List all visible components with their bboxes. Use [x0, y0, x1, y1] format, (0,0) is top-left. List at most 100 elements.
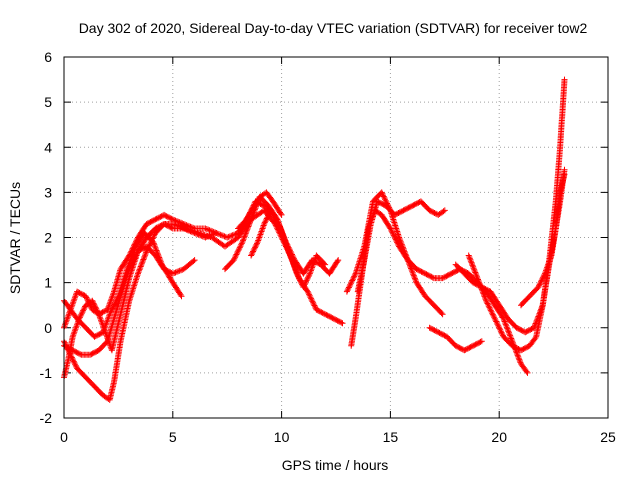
data-point — [82, 293, 89, 300]
data-point — [392, 235, 399, 242]
data-point — [63, 343, 70, 350]
data-point — [493, 319, 500, 326]
data-point — [178, 293, 185, 300]
data-point — [295, 274, 302, 281]
data-point — [502, 321, 509, 328]
data-point — [68, 353, 75, 360]
data-point — [131, 255, 138, 261]
data-point — [407, 264, 414, 271]
data-point — [469, 262, 476, 269]
data-point — [265, 212, 272, 219]
data-point — [386, 204, 393, 211]
data-point — [70, 357, 77, 364]
data-point — [306, 291, 313, 298]
data-point — [244, 226, 251, 233]
y-tick-label: 4 — [44, 139, 52, 155]
data-point — [131, 256, 137, 263]
data-point — [322, 261, 329, 268]
data-point — [335, 257, 342, 264]
data-point — [351, 273, 358, 280]
y-tick-label: 3 — [44, 184, 52, 200]
data-point — [349, 276, 356, 283]
data-point — [148, 238, 155, 245]
y-tick-label: 1 — [44, 275, 52, 291]
data-point — [495, 322, 502, 329]
data-point — [523, 368, 530, 375]
data-point — [410, 271, 417, 278]
data-point — [399, 244, 406, 251]
data-point — [539, 276, 546, 282]
data-point — [68, 354, 75, 361]
data-point — [561, 171, 568, 178]
data-point — [305, 290, 312, 296]
data-point — [126, 266, 133, 273]
data-point — [247, 219, 253, 226]
data-point — [244, 215, 251, 222]
data-point — [497, 328, 504, 335]
data-point — [488, 308, 495, 315]
data-point — [232, 254, 239, 261]
data-point — [129, 259, 136, 266]
data-point — [538, 278, 544, 285]
data-point — [295, 273, 302, 280]
data-point — [234, 248, 241, 255]
data-point — [406, 261, 413, 268]
data-point — [76, 315, 83, 322]
data-point — [127, 263, 134, 270]
data-point — [388, 226, 395, 233]
data-point — [84, 295, 91, 302]
data-point — [380, 192, 386, 199]
data-point — [245, 223, 252, 230]
data-point — [83, 294, 90, 301]
data-point — [249, 204, 256, 210]
data-point — [250, 202, 257, 209]
data-point — [132, 253, 139, 260]
data-point — [91, 301, 98, 308]
data-point — [236, 246, 243, 252]
data-point — [243, 216, 250, 223]
data-point — [89, 299, 96, 305]
data-point — [250, 248, 257, 255]
data-point — [495, 324, 502, 331]
data-point — [493, 318, 500, 325]
data-point — [89, 297, 96, 304]
data-point — [252, 243, 259, 250]
x-tick-label: 10 — [274, 429, 290, 445]
y-tick-label: 5 — [44, 94, 52, 110]
data-point — [147, 239, 154, 246]
data-point — [66, 350, 73, 357]
data-point — [106, 311, 113, 318]
data-point — [218, 232, 225, 239]
data-point — [182, 226, 188, 232]
x-tick-label: 5 — [169, 429, 177, 445]
data-point — [412, 276, 419, 283]
data-point — [297, 277, 304, 284]
data-point — [309, 298, 316, 305]
data-point — [191, 230, 198, 236]
data-point — [72, 361, 79, 368]
data-point — [278, 211, 285, 218]
data-point — [169, 270, 176, 277]
data-point — [536, 282, 542, 289]
data-point — [348, 278, 355, 285]
data-point — [126, 264, 133, 271]
data-point — [261, 221, 268, 227]
data-point — [247, 209, 254, 216]
data-point — [561, 76, 568, 83]
data-point — [490, 312, 497, 319]
data-point — [308, 297, 315, 303]
data-point — [77, 313, 84, 319]
data-point — [69, 355, 76, 362]
data-point — [108, 308, 114, 315]
data-point — [151, 232, 158, 239]
x-tick-label: 0 — [60, 429, 68, 445]
data-point — [179, 220, 186, 227]
data-point — [62, 341, 69, 347]
data-point — [146, 242, 153, 249]
data-point — [429, 274, 436, 281]
data-point — [489, 311, 496, 318]
y-tick-label: 6 — [44, 49, 52, 65]
data-point — [306, 272, 313, 278]
x-axis-label: GPS time / hours — [282, 457, 389, 473]
data-point — [345, 285, 352, 292]
